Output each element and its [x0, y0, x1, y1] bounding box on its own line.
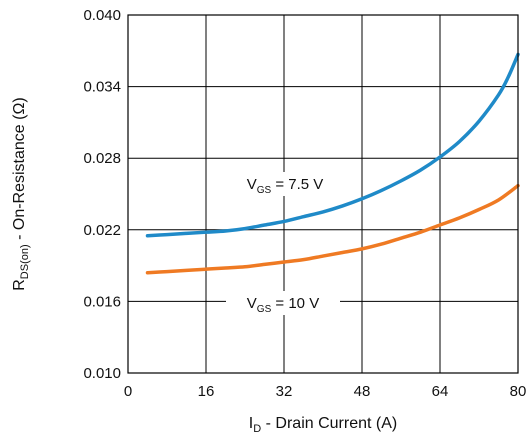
series-label-bg — [224, 172, 346, 196]
y-axis-label-rest: - On-Resistance (Ω) — [11, 97, 28, 244]
y-axis-label-main: R — [11, 279, 28, 291]
series-line-0 — [145, 52, 520, 238]
x-axis-label: ID - Drain Current (A) — [249, 415, 397, 435]
y-tick-labels: 0.010 0.016 0.022 0.028 0.034 0.040 — [83, 7, 121, 382]
y-tick-label: 0.016 — [83, 293, 121, 310]
x-tick-label: 0 — [124, 383, 132, 400]
series-label-bg — [226, 291, 340, 315]
x-tick-label: 32 — [276, 383, 293, 400]
series-label-0: VGS = 7.5 V — [247, 176, 324, 196]
y-tick-label: 0.022 — [83, 222, 121, 239]
x-tick-label: 64 — [432, 383, 449, 400]
y-tick-label: 0.034 — [83, 79, 121, 96]
y-axis-label-sub: DS(on) — [19, 244, 31, 279]
series-lines — [145, 52, 520, 275]
plot-frame — [127, 14, 519, 374]
x-axis-label-main: I — [249, 415, 253, 432]
series-line-1 — [145, 183, 520, 275]
x-tick-labels: 0 16 32 48 64 80 — [124, 383, 527, 400]
y-tick-label: 0.010 — [83, 365, 121, 382]
y-tick-label: 0.028 — [83, 150, 121, 167]
x-axis-label-sub: D — [253, 423, 261, 435]
x-axis-label-rest: - Drain Current (A) — [261, 415, 397, 432]
x-tick-label: 16 — [198, 383, 215, 400]
series-label-1: VGS = 10 V — [247, 295, 319, 315]
x-tick-label: 80 — [510, 383, 527, 400]
x-tick-label: 48 — [354, 383, 371, 400]
series-labels: VGS = 7.5 V VGS = 10 V — [224, 172, 346, 315]
y-axis-label: RDS(on) - On-Resistance (Ω) — [11, 97, 31, 291]
y-tick-label: 0.040 — [83, 7, 121, 24]
